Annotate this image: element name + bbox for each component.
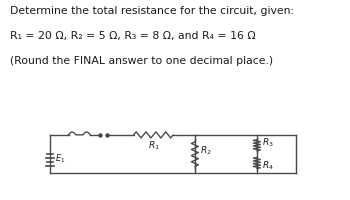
Text: $R_3$: $R_3$ [262, 137, 274, 149]
Text: $R_2$: $R_2$ [200, 145, 212, 157]
Text: (Round the FINAL answer to one decimal place.): (Round the FINAL answer to one decimal p… [10, 56, 274, 66]
Text: $R_1$: $R_1$ [148, 139, 159, 152]
Text: Determine the total resistance for the circuit, given:: Determine the total resistance for the c… [10, 6, 295, 16]
Text: $E_1$: $E_1$ [55, 153, 66, 165]
Text: R₁ = 20 Ω, R₂ = 5 Ω, R₃ = 8 Ω, and R₄ = 16 Ω: R₁ = 20 Ω, R₂ = 5 Ω, R₃ = 8 Ω, and R₄ = … [10, 31, 256, 41]
Text: $R_4$: $R_4$ [262, 160, 274, 172]
